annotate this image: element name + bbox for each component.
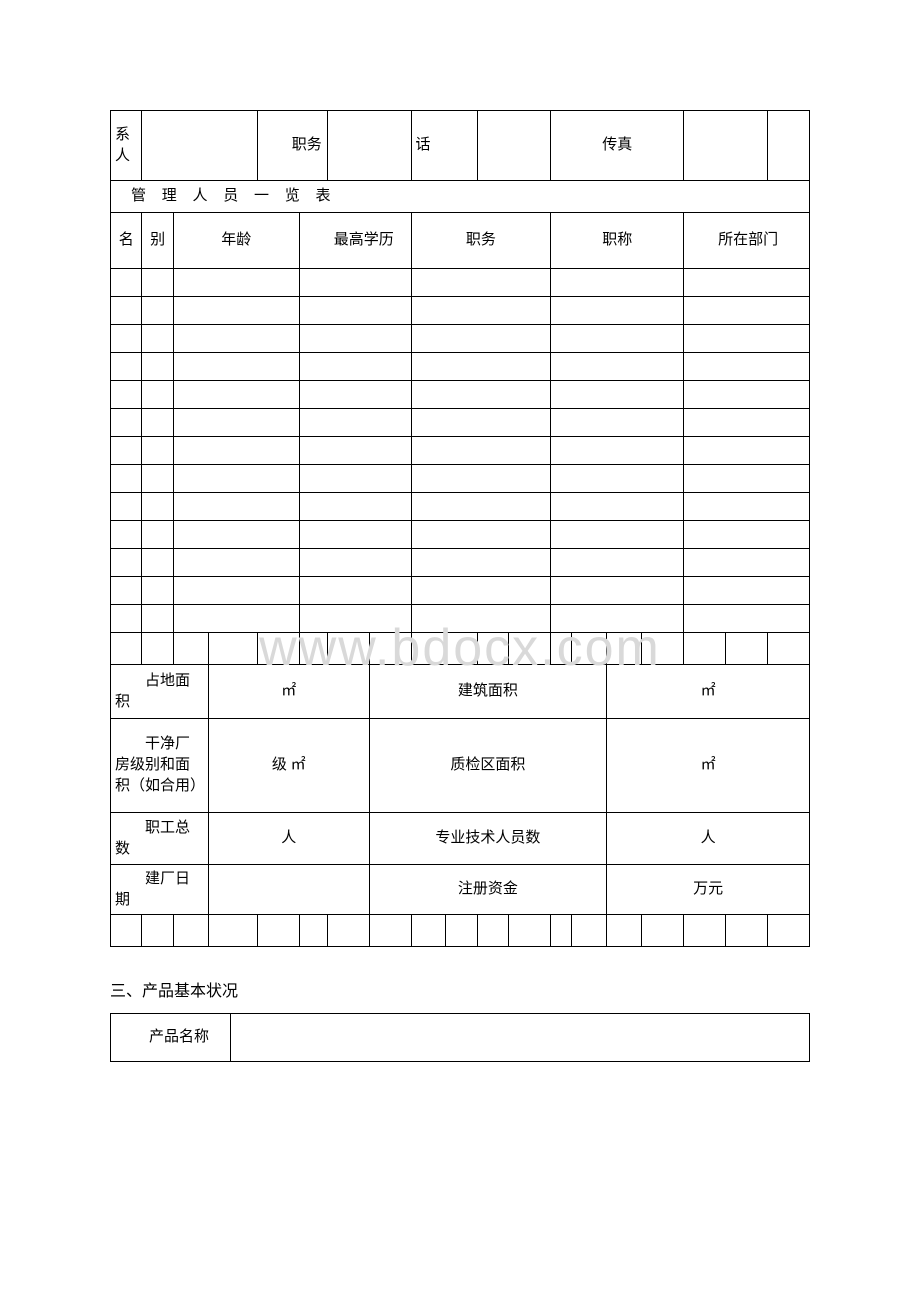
table-row	[111, 521, 810, 549]
main-table: 系人 职务 话 传真 管 理 人 员 一 览 表 名 别 年龄 最高学历 职务 …	[110, 110, 810, 947]
staff-label: 职工总数	[111, 813, 209, 865]
area-label-1: 占地面积	[111, 665, 209, 719]
table-row	[111, 409, 810, 437]
table-row	[111, 493, 810, 521]
table-row	[111, 605, 810, 633]
contact-label-1: 系人	[111, 111, 142, 181]
table-row	[111, 353, 810, 381]
mgr-head-title: 职称	[551, 213, 684, 269]
date-value	[208, 865, 369, 915]
area-row-3: 职工总数 人 专业技术人员数 人	[111, 813, 810, 865]
contact-value-4	[684, 111, 768, 181]
mgr-head-edu: 最高学历	[299, 213, 411, 269]
capital-unit: 万元	[607, 865, 810, 915]
manager-title: 管 理 人 员 一 览 表	[111, 181, 810, 213]
contact-value-1	[142, 111, 257, 181]
area-label-2: 建筑面积	[369, 665, 607, 719]
table-row	[111, 577, 810, 605]
area-row-1: 占地面积 ㎡ 建筑面积 ㎡	[111, 665, 810, 719]
contact-label-2: 职务	[257, 111, 327, 181]
split-row-1	[111, 633, 810, 665]
qc-label: 质检区面积	[369, 719, 607, 813]
table-row	[111, 381, 810, 409]
mgr-head-duty: 职务	[411, 213, 551, 269]
product-row: 产品名称	[111, 1014, 810, 1062]
product-table: 产品名称	[110, 1013, 810, 1062]
mgr-head-gender: 别	[142, 213, 173, 269]
contact-label-4: 传真	[551, 111, 684, 181]
area-unit-2: ㎡	[607, 665, 810, 719]
tech-unit: 人	[607, 813, 810, 865]
table-row	[111, 297, 810, 325]
table-row	[111, 465, 810, 493]
contact-row: 系人 职务 话 传真	[111, 111, 810, 181]
area-unit-1: ㎡	[208, 665, 369, 719]
capital-label: 注册资金	[369, 865, 607, 915]
mgr-head-age: 年龄	[173, 213, 299, 269]
manager-title-row: 管 理 人 员 一 览 表	[111, 181, 810, 213]
clean-label: 干净厂房级别和面积（如合用）	[111, 719, 209, 813]
staff-unit: 人	[208, 813, 369, 865]
contact-label-3: 话	[411, 111, 477, 181]
area-row-2: 干净厂房级别和面积（如合用） 级 ㎡ 质检区面积 ㎡	[111, 719, 810, 813]
contact-extra	[767, 111, 809, 181]
page-container: 系人 职务 话 传真 管 理 人 员 一 览 表 名 别 年龄 最高学历 职务 …	[0, 0, 920, 1102]
contact-value-3	[477, 111, 550, 181]
clean-unit: 级 ㎡	[208, 719, 369, 813]
manager-header-row: 名 别 年龄 最高学历 职务 职称 所在部门	[111, 213, 810, 269]
table-row	[111, 437, 810, 465]
product-name-value	[231, 1014, 810, 1062]
table-row	[111, 549, 810, 577]
tech-label: 专业技术人员数	[369, 813, 607, 865]
date-label: 建厂日期	[111, 865, 209, 915]
contact-value-2	[327, 111, 411, 181]
table-row	[111, 269, 810, 297]
split-row-2	[111, 915, 810, 947]
mgr-head-name: 名	[111, 213, 142, 269]
section-title: 三、产品基本状况	[110, 977, 810, 1001]
table-row	[111, 325, 810, 353]
mgr-head-dept: 所在部门	[684, 213, 810, 269]
area-row-4: 建厂日期 注册资金 万元	[111, 865, 810, 915]
qc-unit: ㎡	[607, 719, 810, 813]
product-name-label: 产品名称	[111, 1014, 231, 1062]
